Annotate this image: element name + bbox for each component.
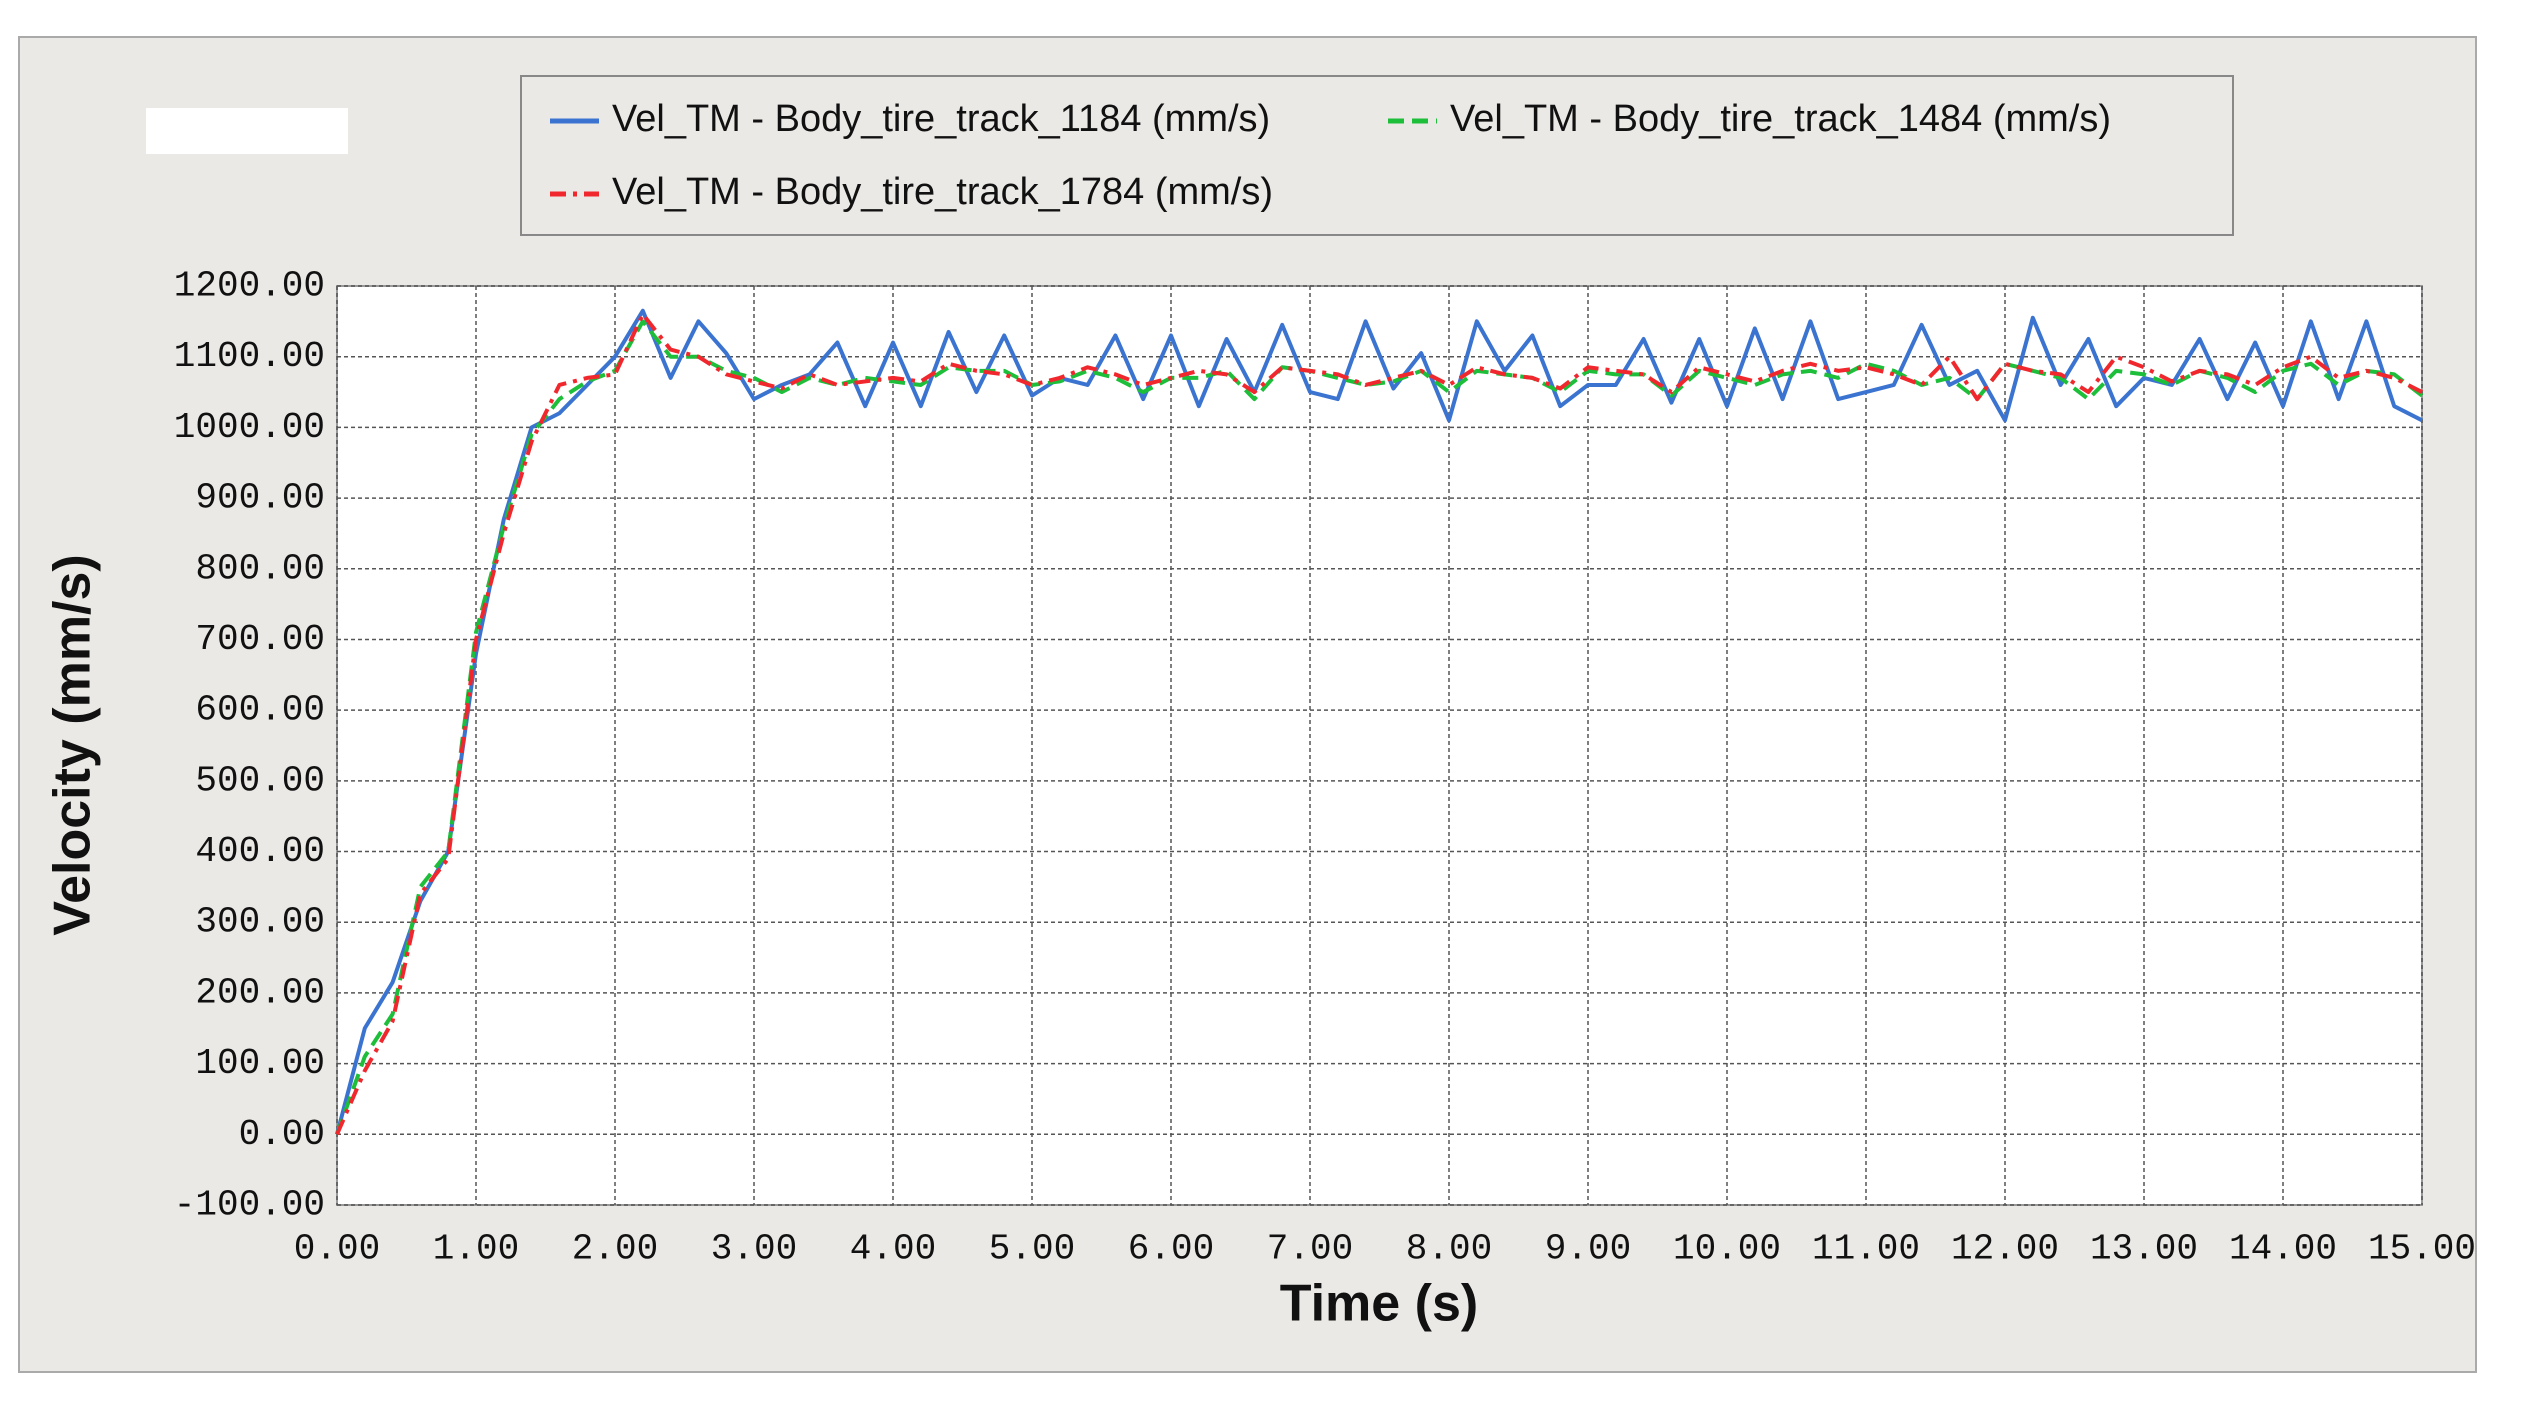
- x-tick-label: 6.00: [1128, 1229, 1214, 1270]
- y-tick-label: 1100.00: [174, 336, 325, 377]
- plot-area: [336, 285, 2423, 1206]
- x-tick-label: 1.00: [433, 1229, 519, 1270]
- y-tick-label: 0.00: [239, 1114, 325, 1155]
- x-tick-label: 14.00: [2229, 1229, 2337, 1270]
- blank-box: [146, 108, 348, 154]
- y-tick-label: 200.00: [195, 972, 325, 1013]
- x-tick-label: 11.00: [1812, 1229, 1920, 1270]
- y-tick-label: -100.00: [174, 1185, 325, 1226]
- legend-label: Vel_TM - Body_tire_track_1184 (mm/s): [612, 98, 1270, 140]
- x-tick-label: 8.00: [1406, 1229, 1492, 1270]
- x-tick-label: 5.00: [989, 1229, 1075, 1270]
- y-tick-label: 800.00: [195, 548, 325, 589]
- x-tick-label: 10.00: [1673, 1229, 1781, 1270]
- series-line: [335, 308, 2423, 1135]
- legend: [520, 75, 2234, 236]
- y-tick-label: 700.00: [195, 619, 325, 660]
- x-tick-label: 9.00: [1545, 1229, 1631, 1270]
- y-tick-label: 400.00: [195, 831, 325, 872]
- legend-label: Vel_TM - Body_tire_track_1784 (mm/s): [612, 171, 1273, 213]
- y-axis-title: Velocity (mm/s): [44, 554, 102, 935]
- x-tick-label: 13.00: [2090, 1229, 2198, 1270]
- y-tick-label: 600.00: [195, 690, 325, 731]
- x-tick-label: 4.00: [850, 1229, 936, 1270]
- x-axis-title: Time (s): [1280, 1275, 1478, 1333]
- y-tick-label: 100.00: [195, 1043, 325, 1084]
- x-tick-label: 7.00: [1267, 1229, 1353, 1270]
- y-tick-label: 1000.00: [174, 407, 325, 448]
- series-line: [335, 312, 2423, 1136]
- x-tick-label: 3.00: [711, 1229, 797, 1270]
- y-tick-label: 900.00: [195, 478, 325, 519]
- x-tick-label: 2.00: [572, 1229, 658, 1270]
- y-tick-label: 500.00: [195, 760, 325, 801]
- legend-label: Vel_TM - Body_tire_track_1484 (mm/s): [1450, 98, 2111, 140]
- x-tick-label: 0.00: [294, 1229, 380, 1270]
- x-tick-label: 12.00: [1951, 1229, 2059, 1270]
- x-tick-label: 15.00: [2368, 1229, 2476, 1270]
- y-tick-label: 1200.00: [174, 266, 325, 307]
- y-tick-label: 300.00: [195, 902, 325, 943]
